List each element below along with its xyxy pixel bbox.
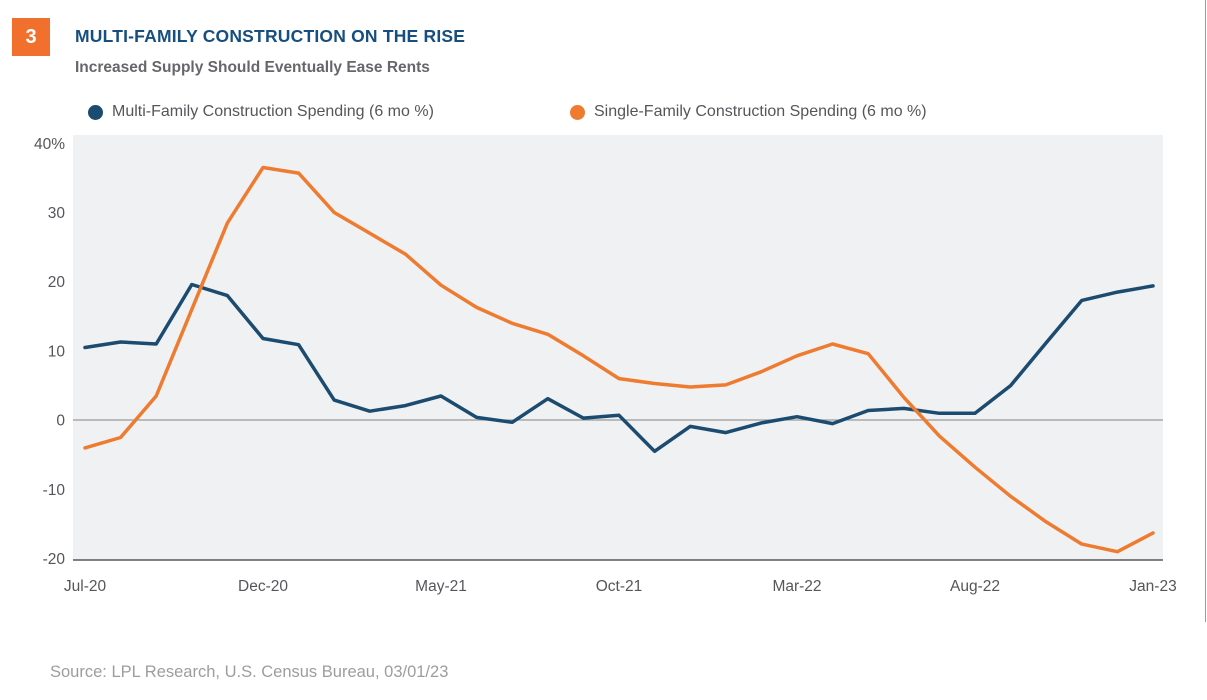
single-family-line <box>83 165 1155 554</box>
plot-area <box>73 135 1163 560</box>
source-note: Source: LPL Research, U.S. Census Bureau… <box>50 663 449 681</box>
x-tick-label: Aug-22 <box>950 578 1000 595</box>
y-tick-label: 10 <box>48 343 66 360</box>
legend-item-multi-family: Multi-Family Construction Spending (6 mo… <box>88 103 434 121</box>
y-tick-label: 0 <box>56 413 65 430</box>
single-family-legend-label: Single-Family Construction Spending (6 m… <box>594 103 927 120</box>
x-tick-label: Jul-20 <box>64 578 107 595</box>
x-tick-label: Oct-21 <box>596 578 643 595</box>
y-tick-label: 40% <box>34 136 65 153</box>
legend-item-single-family: Single-Family Construction Spending (6 m… <box>570 103 927 121</box>
chart-subtitle: Increased Supply Should Eventually Ease … <box>75 59 430 76</box>
y-axis-tick-labels: 40% 30 20 10 0 -10 -20 <box>34 136 65 568</box>
chart-title: MULTI-FAMILY CONSTRUCTION ON THE RISE <box>75 26 466 46</box>
y-tick-label: -20 <box>43 551 66 568</box>
y-tick-label: 30 <box>48 205 66 222</box>
figure-number-badge: 3 <box>12 18 50 56</box>
figure-number: 3 <box>25 25 37 48</box>
y-tick-label: -10 <box>43 482 66 499</box>
x-tick-label: Mar-22 <box>772 578 821 595</box>
single-family-legend-dot-icon <box>570 104 585 120</box>
multi-family-line <box>83 282 1155 454</box>
series-lines <box>83 165 1155 554</box>
multi-family-legend-label: Multi-Family Construction Spending (6 mo… <box>112 103 434 120</box>
x-tick-label: Dec-20 <box>238 578 288 595</box>
y-tick-label: 20 <box>48 274 66 291</box>
x-tick-label: Jan-23 <box>1129 578 1176 595</box>
x-axis-tick-labels: Jul-20 Dec-20 May-21 Oct-21 Mar-22 Aug-22 Jan-… <box>64 578 1177 595</box>
multi-family-legend-dot-icon <box>88 104 103 120</box>
x-tick-label: May-21 <box>415 578 467 595</box>
